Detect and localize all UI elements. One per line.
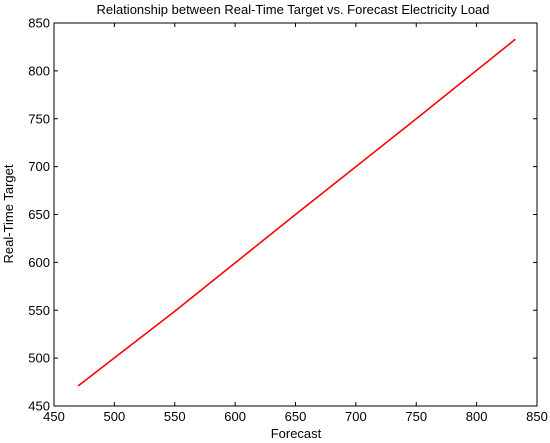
y-axis-label: Real-Time Target [1, 164, 16, 263]
y-tick-label: 800 [28, 63, 50, 78]
y-tick-label: 600 [28, 255, 50, 270]
y-tick-label: 450 [28, 399, 50, 414]
x-tick-label: 550 [164, 409, 186, 424]
x-tick-label: 850 [526, 409, 548, 424]
x-tick-label: 750 [405, 409, 427, 424]
x-tick-label: 800 [466, 409, 488, 424]
x-tick-label: 700 [345, 409, 367, 424]
series-line [77, 38, 516, 387]
x-axis-label: Forecast [271, 426, 322, 441]
y-tick-label: 650 [28, 207, 50, 222]
y-tick-label: 500 [28, 351, 50, 366]
x-tick-label: 650 [285, 409, 307, 424]
series-layer [77, 38, 516, 387]
y-tick-label: 750 [28, 111, 50, 126]
y-tick-label: 700 [28, 159, 50, 174]
x-axis: 450 500 550 600 650 700 750 800 850 [43, 23, 548, 424]
chart-title: Relationship between Real-Time Target vs… [96, 2, 489, 17]
y-axis: 450 500 550 600 650 700 750 800 850 [28, 16, 537, 414]
y-tick-label: 850 [28, 16, 50, 31]
x-tick-label: 450 [43, 409, 65, 424]
x-tick-label: 500 [104, 409, 126, 424]
x-tick-label: 600 [224, 409, 246, 424]
y-tick-label: 550 [28, 303, 50, 318]
